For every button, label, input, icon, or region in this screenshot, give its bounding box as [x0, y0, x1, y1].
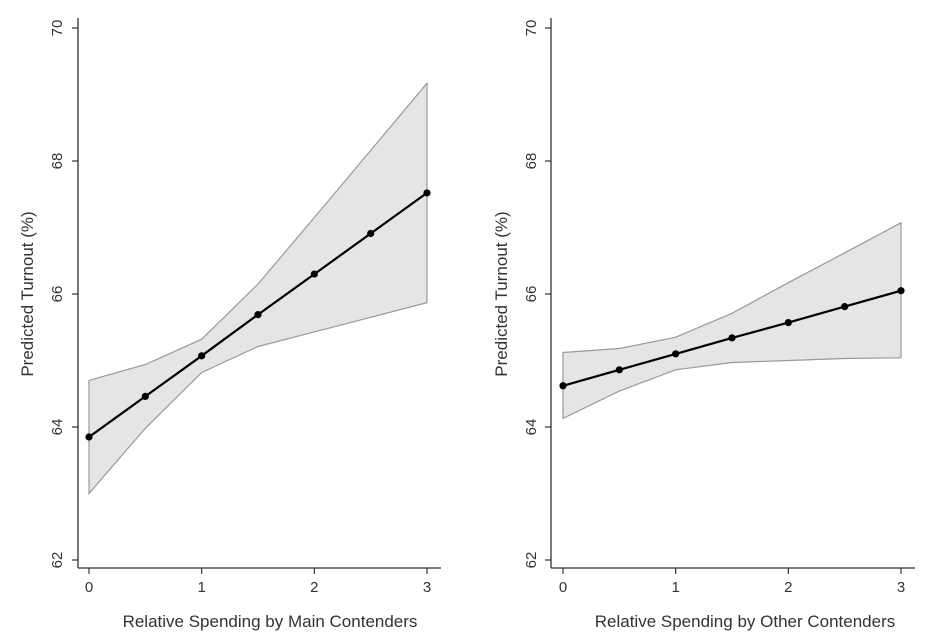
x-tick-label: 1: [197, 579, 205, 596]
y-axis-title: Predicted Turnout (%): [492, 211, 511, 376]
x-tick-label: 2: [784, 579, 792, 596]
y-tick-label: 68: [523, 153, 540, 170]
x-tick-label: 0: [85, 579, 93, 596]
confidence-band: [88, 81, 428, 496]
x-tick-label: 3: [423, 579, 431, 596]
y-tick-label: 64: [49, 419, 66, 436]
y-tick-label: 70: [49, 20, 66, 37]
x-tick-label: 1: [671, 579, 679, 596]
data-point: [728, 334, 736, 342]
chart-panel-main-contenders: 62 64 66 68 70 0 1 2 3 Predicted Turnout (%) Relat…: [18, 18, 441, 631]
data-point: [198, 352, 206, 360]
y-tick-label: 66: [523, 286, 540, 303]
data-point: [367, 229, 375, 238]
data-point: [141, 392, 149, 401]
data-point: [310, 270, 318, 278]
confidence-band: [562, 221, 902, 420]
x-tick-label: 2: [310, 579, 318, 596]
x-axis-title: Relative Spending by Other Contenders: [595, 612, 896, 631]
data-point: [841, 303, 849, 311]
data-point: [85, 433, 93, 441]
y-tick-label: 66: [49, 286, 66, 303]
data-point: [559, 382, 567, 390]
y-tick-label: 68: [49, 153, 66, 170]
x-tick-label: 3: [897, 579, 905, 596]
x-axis-title: Relative Spending by Main Contenders: [123, 612, 418, 631]
chart-panel-other-contenders: 62 64 66 68 70 0 1 2 3 Predicted Turnout (%) Relat…: [492, 18, 915, 631]
y-axis-title: Predicted Turnout (%): [18, 211, 37, 376]
x-tick-label: 0: [559, 579, 567, 596]
data-point: [784, 318, 792, 327]
y-tick-label: 62: [523, 552, 540, 569]
data-point: [615, 366, 623, 374]
y-tick-label: 70: [523, 20, 540, 37]
data-point: [897, 287, 905, 295]
data-point: [672, 350, 680, 358]
y-tick-label: 64: [523, 419, 540, 436]
data-point: [254, 311, 262, 319]
data-point: [423, 189, 431, 197]
y-tick-label: 62: [49, 552, 66, 569]
